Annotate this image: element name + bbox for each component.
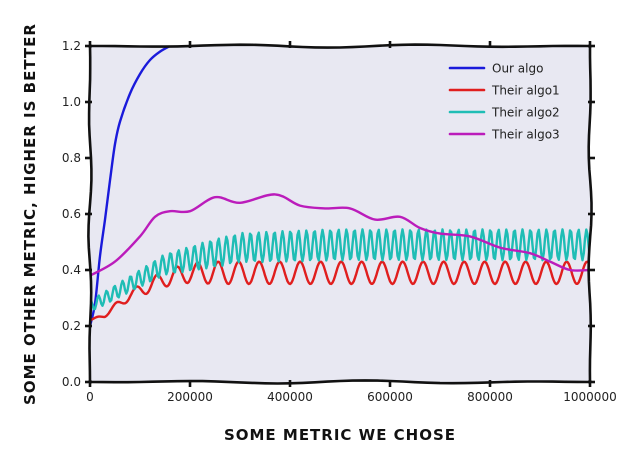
series-layer — [90, 46, 590, 328]
legend-label: Our algo — [492, 62, 543, 76]
y-tick-label: 0.2 — [62, 319, 81, 333]
series-line-their-algo1 — [90, 260, 590, 322]
legend: Our algo Their algo1 Their algo2 Their algo… — [448, 62, 560, 142]
x-tick-label: 400000 — [267, 390, 313, 404]
series-line-their-algo3 — [90, 193, 590, 277]
series-line-our-algo — [90, 46, 172, 328]
x-tick-label: 600000 — [367, 390, 413, 404]
y-tick-label: 0.4 — [62, 263, 81, 277]
y-tick-label: 1.0 — [62, 95, 81, 109]
y-tick-label: 1.2 — [62, 39, 81, 53]
x-axis-title: SOME METRIC WE CHOSE — [224, 426, 456, 444]
y-tick-label: 0.8 — [62, 151, 81, 165]
x-tick-label: 200000 — [167, 390, 213, 404]
plot-area — [88, 44, 592, 384]
x-tick-label: 0 — [86, 390, 94, 404]
legend-label: Their algo2 — [491, 106, 560, 120]
x-tick-label: 800000 — [467, 390, 513, 404]
y-axis-title: SOME OTHER METRIC, HIGHER IS BETTER — [21, 23, 39, 405]
x-tick-label: 1000000 — [563, 390, 616, 404]
legend-label: Their algo3 — [491, 128, 560, 142]
y-tick-label: 0.6 — [62, 207, 81, 221]
y-tick-label: 0.0 — [62, 375, 81, 389]
ticks-layer: 0.0 0.2 0.4 0.6 0.8 1.0 1.2 0 200000 400000 600000… — [62, 39, 617, 404]
legend-label: Their algo1 — [491, 84, 560, 98]
series-line-their-algo2 — [90, 228, 590, 311]
